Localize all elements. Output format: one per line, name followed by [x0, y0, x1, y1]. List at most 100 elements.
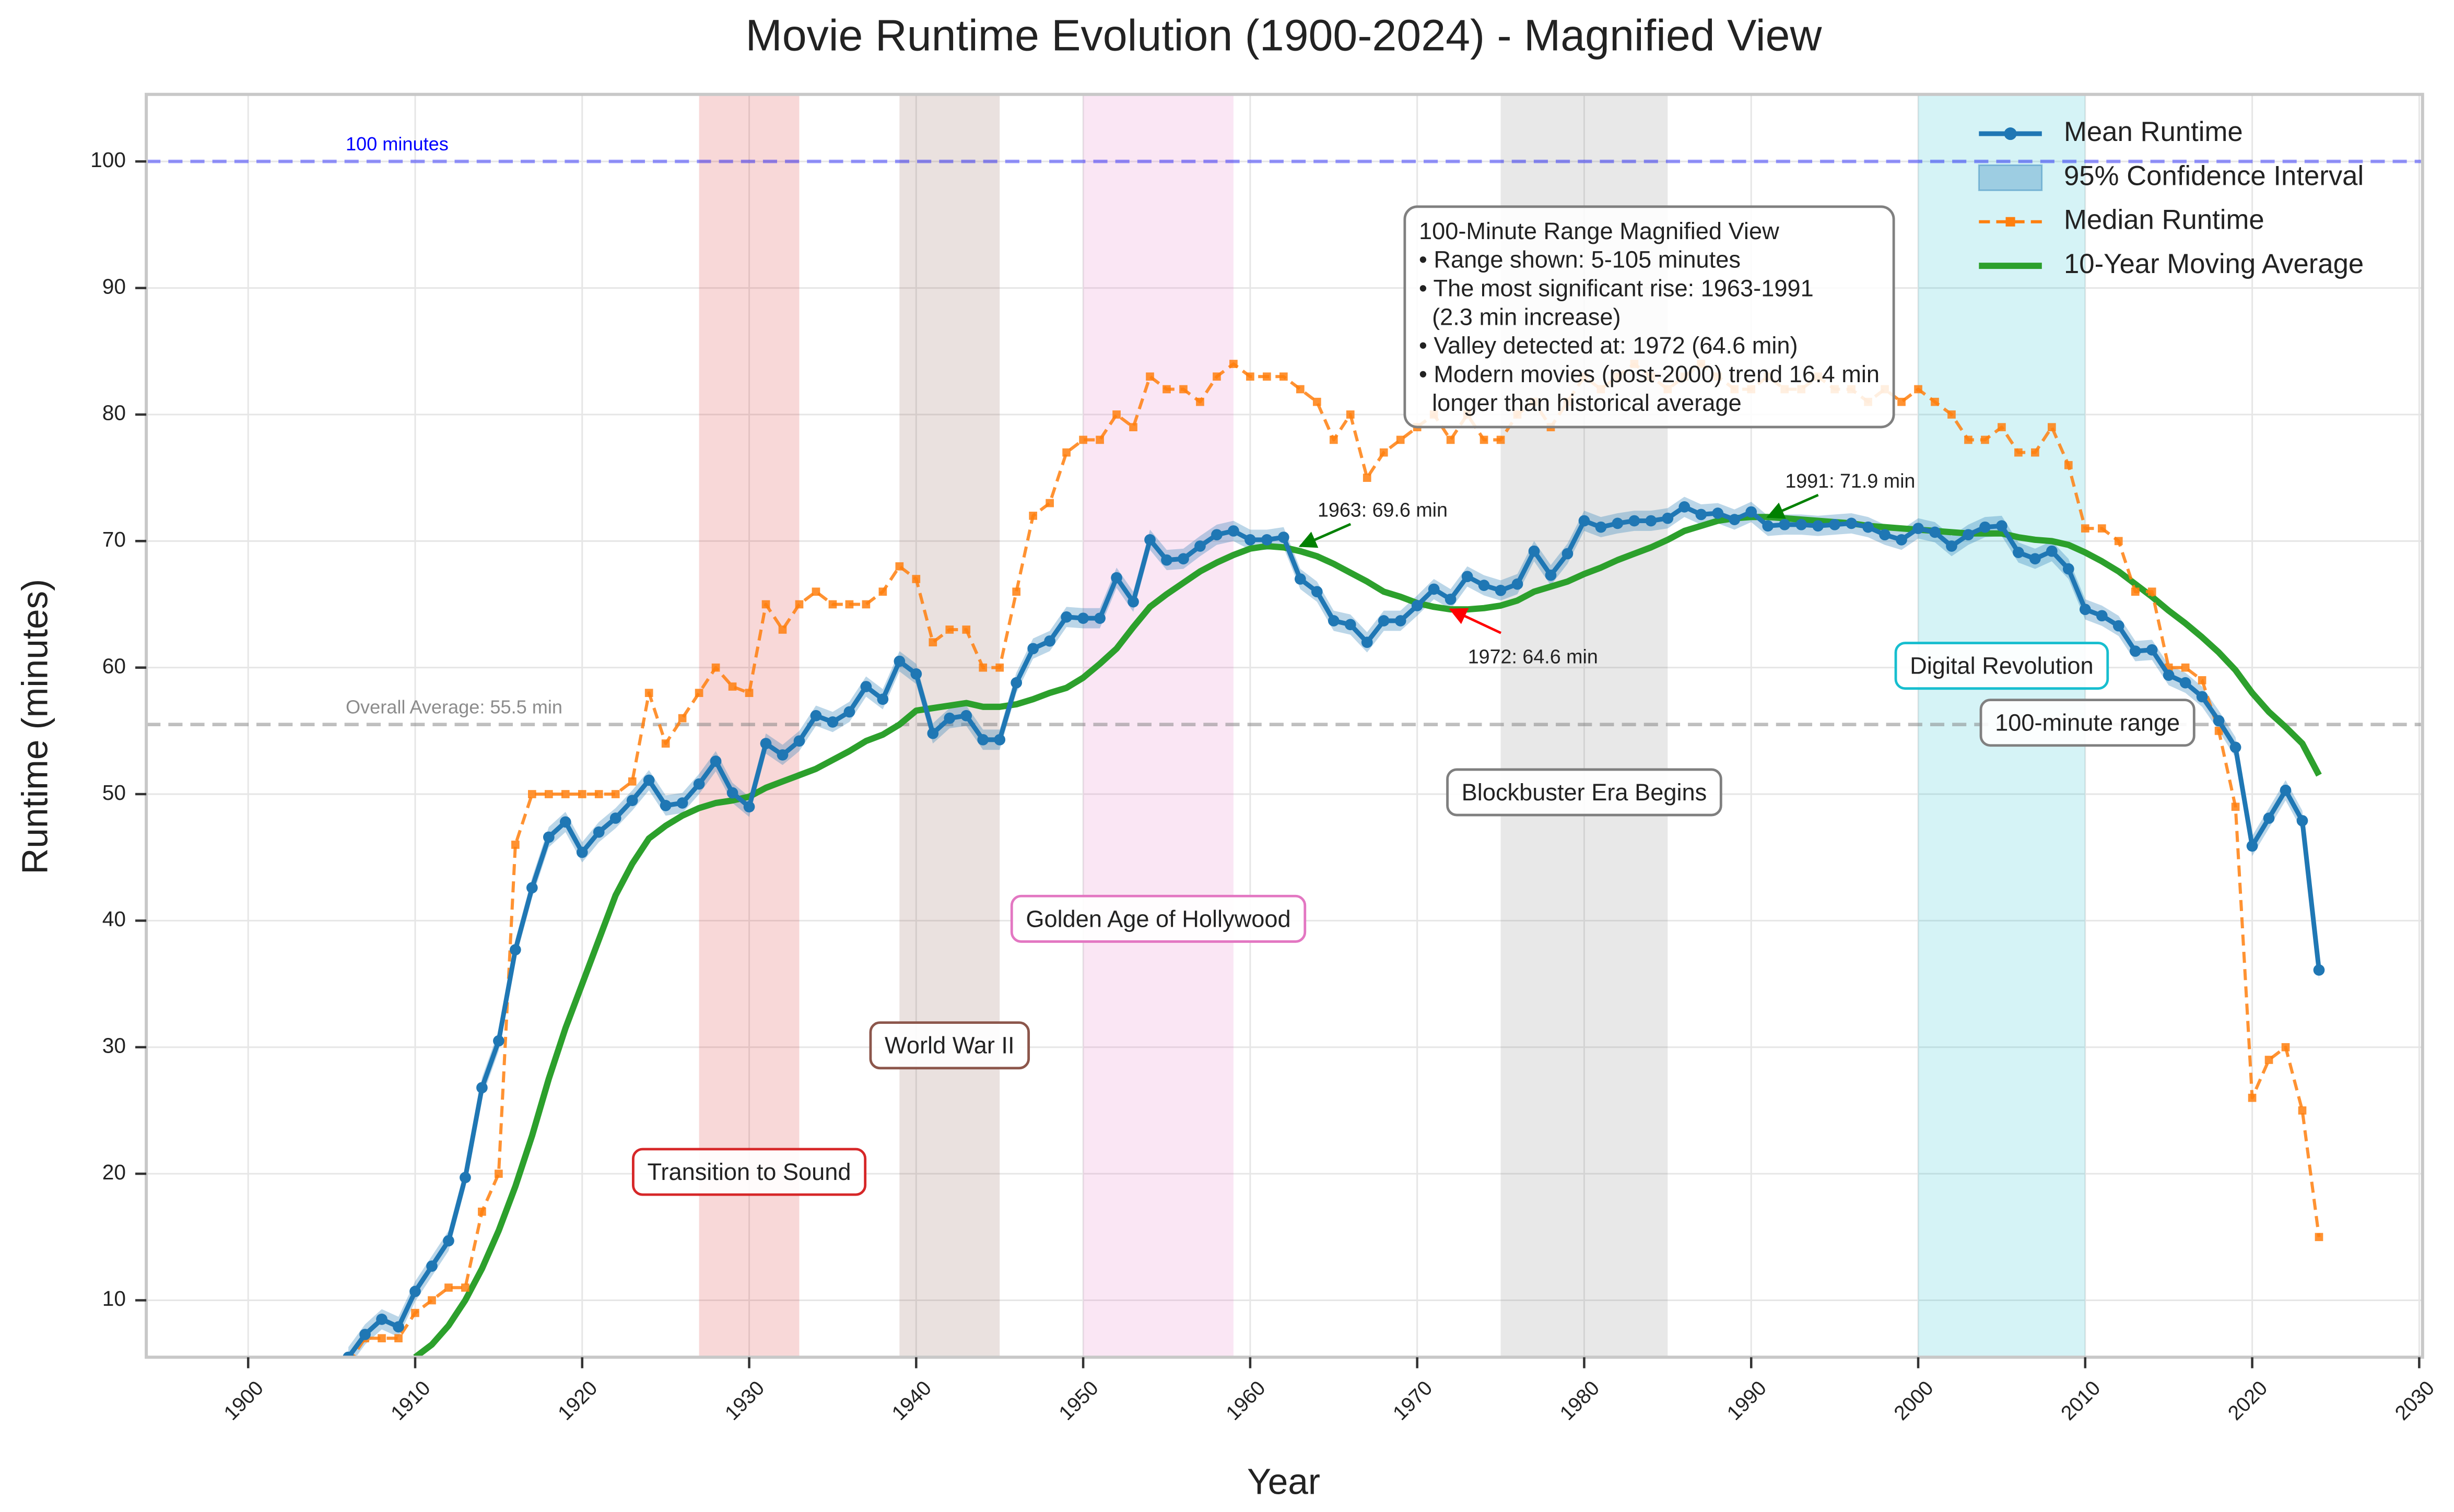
mean-point [2163, 669, 2175, 681]
mean-point [1244, 534, 1256, 546]
info-box-line: • Modern movies (post-2000) trend 16.4 m… [1419, 361, 1880, 387]
era-label: Transition to Sound [648, 1159, 851, 1185]
info-box-line: 100-Minute Range Magnified View [1419, 218, 1779, 244]
mean-point [994, 734, 1006, 746]
mean-point [1929, 526, 1941, 538]
median-point [828, 600, 837, 609]
overlay: 100 minutes Overall Average: 55.5 min Tran… [90, 92, 2439, 1425]
mean-point [1561, 548, 1574, 560]
median-point [1329, 435, 1338, 444]
x-axis-label: Year [1247, 1461, 1320, 1502]
mean-point [1946, 540, 1957, 552]
median-point [1062, 448, 1071, 457]
median-point [812, 587, 820, 596]
info-box-line: (2.3 min increase) [1419, 303, 1621, 330]
median-point [2014, 448, 2023, 457]
mean-point [426, 1260, 438, 1272]
mean-point [1829, 518, 1840, 530]
mean-point [1128, 596, 1139, 608]
median-point [1914, 385, 1922, 394]
median-point [578, 790, 586, 798]
mean-point [1194, 540, 1206, 552]
median-point [1998, 423, 2006, 432]
mean-point [1996, 520, 2007, 532]
median-point [1363, 474, 1371, 482]
mean-point [827, 716, 839, 728]
median-point [2264, 1056, 2273, 1064]
plot-frame [145, 92, 2424, 1359]
mean-point [1595, 521, 1607, 533]
mean-point [693, 778, 705, 790]
median-point [1196, 397, 1204, 406]
mean-point [1411, 600, 1423, 611]
mean-point [1528, 545, 1540, 557]
median-point [929, 638, 937, 647]
mean-point [1912, 523, 1924, 534]
chart-title: Movie Runtime Evolution (1900-2024) - Ma… [746, 10, 1823, 60]
median-point [1096, 435, 1104, 444]
median-point [544, 790, 553, 798]
median-point [695, 689, 703, 697]
mean-point [1044, 635, 1055, 647]
mean-point [1628, 515, 1640, 527]
median-point [2198, 676, 2206, 684]
mean-point [777, 749, 789, 761]
mean-point [894, 655, 906, 667]
median-point [761, 600, 770, 609]
median-point [778, 625, 787, 634]
range-label: 100-minute range [1995, 710, 2180, 736]
range-label-group: 100-minute range [1979, 699, 2195, 747]
mean-point [1428, 583, 1440, 595]
mean-point [660, 800, 672, 811]
era-label-group: Transition to Sound [631, 1148, 867, 1196]
median-point [945, 625, 954, 634]
mean-point [559, 816, 571, 828]
confidence-band [348, 497, 2319, 1357]
mean-point [443, 1235, 454, 1247]
mean-point [609, 812, 621, 824]
era-label: Blockbuster Era Begins [1462, 779, 1707, 806]
median-point [1029, 512, 1038, 520]
median-point [2281, 1043, 2290, 1052]
y-tick-label: 50 [102, 781, 126, 805]
mean-point [2280, 784, 2292, 796]
median-point [2181, 663, 2190, 672]
mean-point [1879, 529, 1891, 541]
annotation-text: 1972: 64.6 min [1468, 646, 1598, 668]
mean-point [760, 738, 772, 749]
mean-point [877, 693, 889, 705]
mean-point [1645, 515, 1657, 527]
median-point [912, 575, 921, 583]
mean-point [543, 831, 555, 843]
mean-point [2062, 563, 2074, 575]
median-point [1229, 360, 1238, 368]
median-point [711, 663, 720, 672]
mean-point [2313, 964, 2325, 976]
mean-point [1361, 636, 1373, 648]
mean-point [2096, 610, 2108, 622]
median-point [962, 625, 971, 634]
median-point [2081, 524, 2089, 533]
mean-point [1695, 509, 1707, 521]
era-label-box [1010, 894, 1307, 943]
mean-point [593, 826, 605, 838]
annotation-arrow [1298, 523, 1352, 548]
median-point [378, 1334, 386, 1343]
y-axis-label: Runtime (minutes) [14, 579, 55, 875]
mean-point [1077, 612, 1089, 624]
median-point [1296, 385, 1305, 394]
mean-point [793, 735, 805, 747]
median-point [2131, 587, 2140, 596]
mean-point [2129, 645, 2141, 657]
median-point [979, 663, 988, 672]
median-point [2048, 423, 2056, 432]
median-point [1379, 448, 1388, 457]
legend-label: Mean Runtime [2064, 116, 2243, 147]
mean-point [927, 727, 939, 739]
reference-line-label: 100 minutes [346, 133, 449, 155]
median-point [1446, 435, 1455, 444]
median-point [2315, 1233, 2323, 1242]
median-point [561, 790, 570, 798]
